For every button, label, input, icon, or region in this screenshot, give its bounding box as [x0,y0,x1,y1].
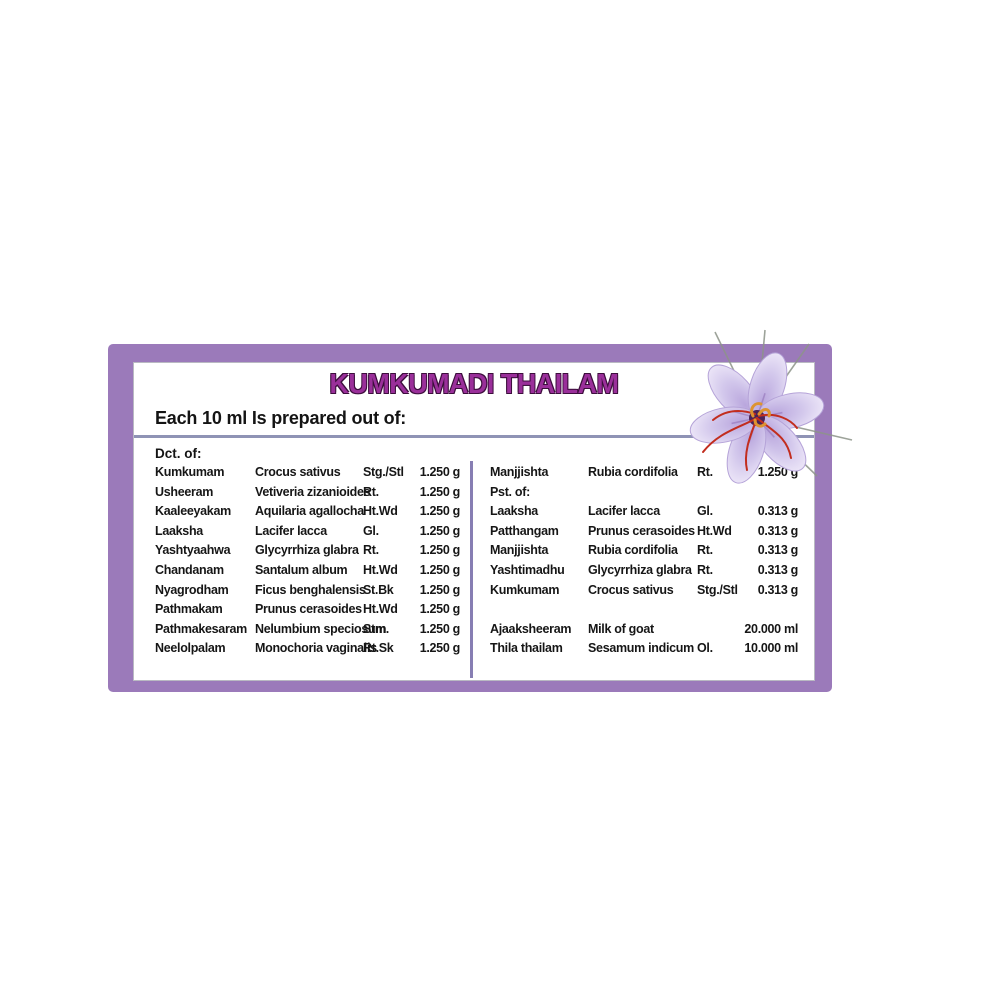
table-row: Laaksha Lacifer lacca Gl. 1.250 g [155,522,460,542]
table-row: Yashtimadhu Glycyrrhiza glabra Rt. 0.313 g [490,561,798,581]
part-used: Stg./Stl [363,465,404,479]
quantity: 0.313 g [757,562,799,577]
botanical-name: Crocus sativus [588,582,674,597]
ingredient-name: Kumkumam [155,465,225,479]
part-used: Gl. [697,504,713,519]
quantity: 10.000 ml [744,641,798,656]
quantity: 0.313 g [757,582,799,597]
part-used: Gl. [363,523,379,538]
quantity: 0.313 g [757,504,799,519]
botanical-name: Lacifer lacca [255,523,327,538]
part-used: Rt.Sk [363,641,394,656]
section-label: Pst. of: [490,484,530,499]
botanical-name: Rubia cordifolia [588,543,678,558]
botanical-name: Ficus benghalensis [255,582,366,597]
ingredient-name: Usheeram [155,484,214,499]
botanical-name: Lacifer lacca [588,504,660,519]
part-used: Rt. [363,543,379,558]
quantity: 1.250 g [419,602,461,617]
ingredient-name: Kaaleeyakam [155,504,231,519]
ingredients-table-left: Kumkumam Crocus sativus Stg./Stl 1.250 g Us… [155,463,460,659]
preparation-heading: Each 10 ml Is prepared out of: [155,408,407,428]
table-row: Pathmakam Prunus cerasoides Ht.Wd 1.250 g [155,600,460,620]
table-row: Neelolpalam Monochoria vaginalis Rt.Sk 1.25… [155,639,460,659]
botanical-name: Santalum album [255,562,348,577]
table-row: Ajaaksheeram Milk of goat 20.000 ml [490,620,798,640]
table-row: Laaksha Lacifer lacca Gl. 0.313 g [490,502,798,522]
table-row: Chandanam Santalum album Ht.Wd 1.250 g [155,561,460,581]
botanical-name: Vetiveria zizanioides [255,484,371,499]
table-row: Thila thailam Sesamum indicum Ol. 10.000 ml [490,639,798,659]
table-row: Kumkumam Crocus sativus Stg./Stl 1.250 g [155,463,460,483]
quantity: 0.313 g [757,543,799,558]
table-row: Nyagrodham Ficus benghalensis St.Bk 1.250 g [155,581,460,601]
botanical-name: Aquilaria agallocha [255,504,364,519]
quantity: 1.250 g [419,641,461,656]
ingredient-name: Neelolpalam [155,641,226,656]
ingredient-name: Manjjishta [490,543,549,558]
blank-row [490,600,798,620]
ingredient-name: Ajaaksheeram [490,621,572,636]
ingredient-name: Thila thailam [490,641,563,656]
table-row: Manjjishta Rubia cordifolia Rt. 1.250 g [490,463,798,483]
botanical-name: Milk of goat [588,621,654,636]
table-row: Kaaleeyakam Aquilaria agallocha Ht.Wd 1.250… [155,502,460,522]
table-row: Usheeram Vetiveria zizanioides Rt. 1.250 g [155,483,460,503]
botanical-name: Rubia cordifolia [588,465,678,479]
botanical-name: Nelumbium speciosum [255,621,387,636]
quantity: 1.250 g [419,484,461,499]
ingredient-name: Nyagrodham [155,582,229,597]
part-used: Stm. [363,621,389,636]
part-used: Rt. [697,543,713,558]
table-row: Manjjishta Rubia cordifolia Rt. 0.313 g [490,541,798,561]
ingredient-name: Pathmakam [155,602,223,617]
botanical-name: Monochoria vaginalis [255,641,377,656]
ingredient-name: Laaksha [490,504,538,519]
horizontal-separator-line [134,435,814,438]
quantity: 1.250 g [419,504,461,519]
decoction-section-label: Dct. of: [155,446,202,461]
column-divider-line [470,461,473,678]
botanical-name: Glycyrrhiza glabra [588,562,692,577]
ingredient-name: Pathmakesaram [155,621,247,636]
botanical-name: Crocus sativus [255,465,341,479]
ingredient-name: Patthangam [490,523,559,538]
part-used: St.Bk [363,582,394,597]
quantity: 1.250 g [419,523,461,538]
table-row: Pathmakesaram Nelumbium speciosum Stm. 1.25… [155,620,460,640]
paste-section-label: Pst. of: [490,483,798,503]
part-used: Ht.Wd [363,504,398,519]
ingredient-name: Yashtyaahwa [155,543,231,558]
quantity: 1.250 g [757,465,799,479]
ingredient-name: Chandanam [155,562,224,577]
ingredient-name: Yashtimadhu [490,562,565,577]
ingredients-table-right: Manjjishta Rubia cordifolia Rt. 1.250 g Pst… [490,463,798,659]
quantity: 0.313 g [757,523,799,538]
product-title: KUMKUMADI THAILAM [329,368,619,399]
part-used: Rt. [697,465,713,479]
botanical-name: Prunus cerasoides [588,523,695,538]
quantity: 20.000 ml [744,621,798,636]
part-used: Ht.Wd [363,562,398,577]
table-row: Yashtyaahwa Glycyrrhiza glabra Rt. 1.250 g [155,541,460,561]
quantity: 1.250 g [419,543,461,558]
quantity: 1.250 g [419,562,461,577]
botanical-name: Prunus cerasoides [255,602,362,617]
ingredient-name: Kumkumam [490,582,560,597]
quantity: 1.250 g [419,582,461,597]
ingredient-name: Laaksha [155,523,203,538]
quantity: 1.250 g [419,621,461,636]
part-used: Rt. [363,484,379,499]
part-used: Stg./Stl [697,582,738,597]
part-used: Ht.Wd [363,602,398,617]
part-used: Ht.Wd [697,523,732,538]
table-row: Patthangam Prunus cerasoides Ht.Wd 0.313 g [490,522,798,542]
part-used: Rt. [697,562,713,577]
botanical-name: Sesamum indicum [588,641,694,656]
quantity: 1.250 g [419,465,461,479]
botanical-name: Glycyrrhiza glabra [255,543,359,558]
ingredient-name: Manjjishta [490,465,549,479]
table-row: Kumkumam Crocus sativus Stg./Stl 0.313 g [490,581,798,601]
part-used: Ol. [697,641,713,656]
